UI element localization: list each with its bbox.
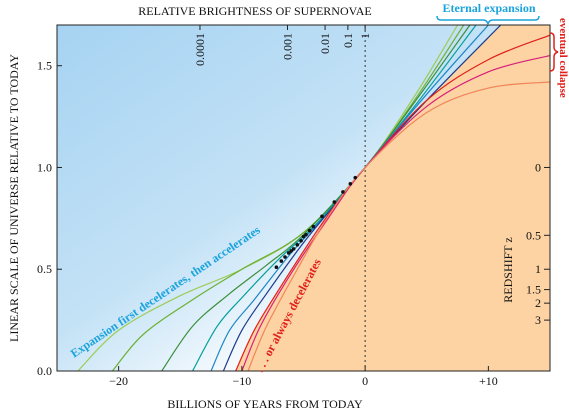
supernova-point (301, 234, 306, 239)
y-tick-label: 1.0 (37, 160, 52, 174)
collapse-bracket (549, 32, 559, 72)
model-curve (210, 25, 489, 371)
plot-area (77, 25, 550, 371)
annotation: eventual collapse (557, 18, 569, 98)
x2-tick-label: 0.0001 (193, 33, 207, 66)
y2-tick-label: 1.5 (526, 283, 541, 297)
y2-tick-label: 0.5 (526, 228, 541, 242)
x2-tick-label: 0.1 (341, 33, 355, 48)
x2-tick-label: 1 (358, 33, 372, 39)
supernova-point (299, 238, 303, 243)
model-curve (161, 25, 471, 371)
y-axis-title: LINEAR SCALE OF UNIVERSE RELATIVE TO TOD… (7, 54, 21, 342)
supernova-point (279, 259, 284, 263)
eternal-bracket (436, 15, 540, 25)
y2-tick-label: 2 (535, 296, 541, 310)
x2-tick-label: 0.01 (318, 33, 332, 54)
x-tick-label: 0 (362, 374, 368, 388)
supernova-point (295, 243, 300, 247)
model-curve (112, 25, 465, 371)
top-axis-title: RELATIVE BRIGHTNESS OF SUPERNOVAE (138, 4, 371, 18)
y2-tick-label: 0 (535, 160, 541, 174)
supernova-point (274, 265, 279, 270)
y2-axis-title: REDSHIFT z (501, 237, 515, 302)
supernova-point (307, 228, 312, 233)
x-tick-label: −20 (109, 374, 128, 388)
x2-tick-label: 0.001 (280, 33, 294, 60)
supernova-point (320, 214, 324, 219)
supernova-point (291, 247, 296, 251)
supernova-point (283, 255, 287, 259)
x-axis-title: BILLIONS OF YEARS FROM TODAY (167, 397, 363, 411)
supernova-point (311, 224, 316, 229)
y-tick-label: 0.0 (37, 364, 52, 378)
supernova-point (286, 251, 291, 255)
y-tick-label: 1.5 (37, 59, 52, 73)
supernova-point (353, 175, 358, 180)
y2-tick-label: 1 (535, 262, 541, 276)
supernova-point (348, 181, 353, 186)
supernova-point (289, 249, 293, 253)
model-curve (247, 81, 550, 371)
x-tick-label: −10 (232, 374, 251, 388)
supernova-point (304, 232, 308, 237)
annotation: Eternal expansion (442, 1, 535, 15)
y2-tick-label: 3 (535, 313, 541, 327)
supernova-point (332, 200, 337, 204)
plot-frame (56, 24, 551, 372)
y-tick-label: 0.5 (37, 262, 52, 276)
x-tick-label: +10 (479, 374, 498, 388)
model-curve (192, 25, 477, 371)
supernova-point (341, 190, 345, 194)
decelerating-region (235, 25, 550, 371)
